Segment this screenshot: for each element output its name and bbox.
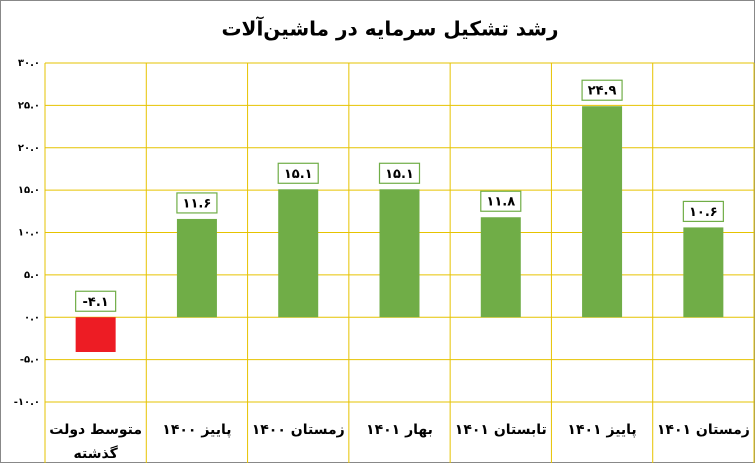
value-label-box	[176, 192, 218, 214]
value-label: ۱۰.۶	[689, 205, 718, 220]
x-tick-label: تابستان ۱۴۰۱	[454, 422, 547, 438]
chart-title: رشد تشکیل سرمایه در ماشین‌آلات	[221, 16, 558, 41]
value-label: ۱۵.۱	[385, 167, 414, 182]
y-tick-label: ۵.۰	[24, 270, 40, 281]
x-tick-label: بهار ۱۴۰۱	[366, 422, 433, 438]
y-tick-label: ۲۰.۰	[18, 143, 40, 154]
x-tick-label: پاییز ۱۴۰۰	[162, 422, 232, 438]
x-tick-label: زمستان ۱۴۰۰	[251, 422, 345, 438]
y-tick-label: ۱۰.۰	[18, 228, 40, 239]
value-label: ۱۱.۶	[183, 196, 212, 211]
value-label: ۱۱.۸	[486, 195, 515, 210]
bar	[683, 227, 724, 318]
bar	[75, 317, 116, 352]
y-tick-label: ۰.۰	[24, 312, 40, 323]
x-tick-label: متوسط دولت گذشته	[49, 422, 143, 462]
y-tick-label: ۳۰.۰	[18, 58, 40, 69]
bar	[176, 218, 217, 318]
x-tick-label: پاییز ۱۴۰۱	[567, 422, 637, 438]
y-tick-label: ۲۵.۰	[18, 100, 40, 111]
bar	[582, 106, 623, 318]
value-label-box	[378, 162, 421, 184]
value-label-box	[75, 290, 117, 312]
bar	[278, 189, 319, 318]
value-label-box	[682, 200, 724, 223]
value-label-box	[277, 162, 319, 184]
value-label: ۲۴.۹	[588, 84, 617, 99]
x-tick-label: زمستان ۱۴۰۱	[656, 422, 750, 438]
bar	[480, 217, 521, 318]
value-label: -۴.۱	[83, 295, 109, 310]
y-tick-label: -۱۰.۰	[14, 397, 40, 408]
value-label: ۱۵.۱	[284, 167, 313, 182]
bar	[379, 189, 420, 318]
y-tick-label: -۵.۰	[20, 355, 40, 366]
value-label-box	[581, 79, 623, 101]
y-tick-label: ۱۵.۰	[18, 185, 40, 196]
value-label-box	[480, 190, 522, 212]
